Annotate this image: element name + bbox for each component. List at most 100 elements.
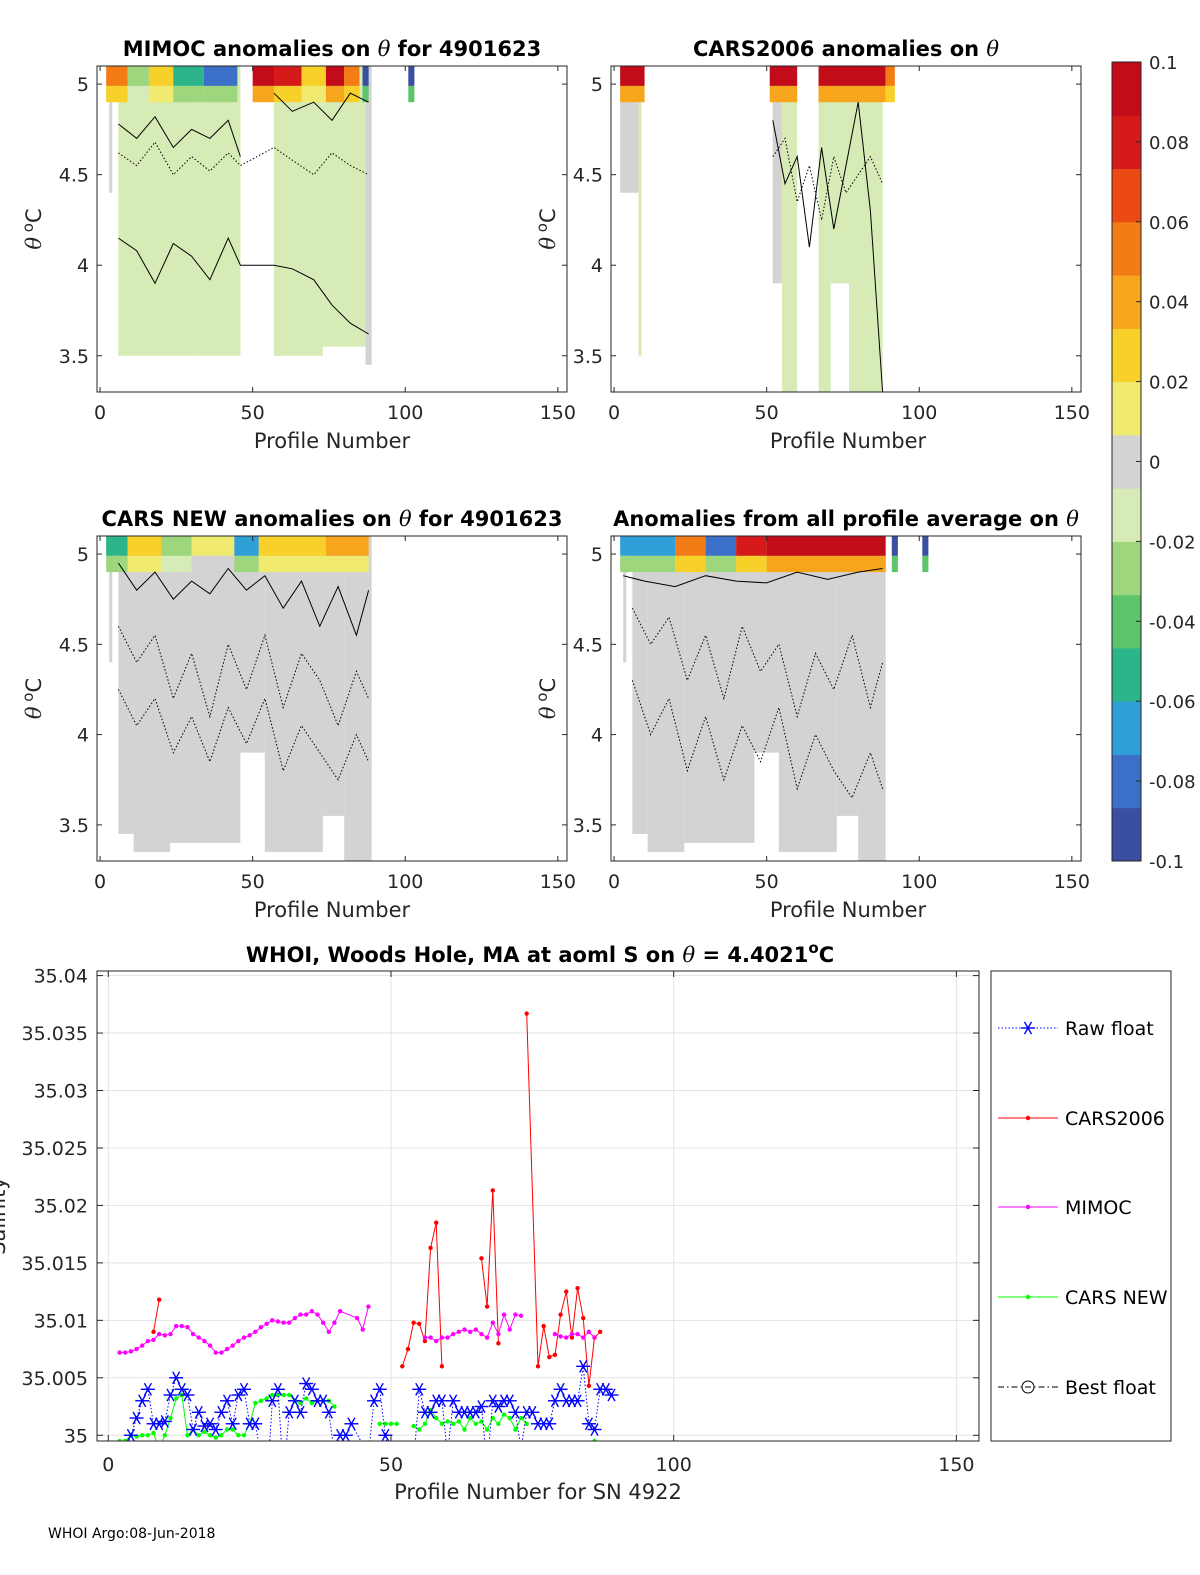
data-point — [309, 1400, 315, 1406]
surface-anomaly-cell — [408, 66, 415, 86]
data-point — [434, 1338, 439, 1344]
colorbar-tick-label: 0.1 — [1149, 53, 1178, 74]
data-point — [332, 1320, 337, 1325]
data-point — [581, 1417, 596, 1431]
data-point — [480, 1460, 494, 1472]
data-point — [157, 1415, 172, 1428]
data-point — [405, 1346, 411, 1352]
data-point — [230, 1343, 235, 1348]
surface-anomaly-cell — [818, 66, 886, 86]
x-tick-label: 0 — [102, 1454, 114, 1476]
surface-anomaly-cell — [705, 555, 737, 573]
marker-stroke — [484, 1460, 491, 1472]
y-tick-label: 35.025 — [22, 1138, 88, 1160]
data-point — [525, 1405, 540, 1419]
panel-title-suffix: for 4901623 — [412, 507, 563, 531]
x-tick-label: 150 — [540, 871, 576, 893]
data-point — [361, 1445, 365, 1449]
cars2006-anomaly-panel: 0 50 100 150 3.5 4 4.5 5 Profile Number θ oC CARS2… — [533, 37, 1090, 453]
surface-anomaly-cell — [922, 536, 929, 556]
data-point — [441, 1449, 455, 1461]
surface-anomaly-cell — [173, 66, 204, 86]
y-tick-label: 4 — [591, 725, 603, 747]
data-point — [129, 1468, 133, 1472]
surface-anomaly-cell — [258, 536, 302, 556]
surface-anomaly-cell — [106, 555, 128, 573]
anomaly-column — [118, 536, 134, 834]
data-point — [501, 1312, 507, 1317]
data-point — [337, 1308, 343, 1314]
y-axis-label-unit: C — [22, 208, 46, 223]
data-point — [270, 1392, 275, 1398]
data-point — [587, 1445, 591, 1449]
anomaly-column — [818, 66, 831, 392]
marker-stroke — [607, 1388, 616, 1402]
data-point — [293, 1405, 308, 1419]
salinity-line-chart: 0 50 100 150 35 35.005 35.01 35.015 35.02 35.025 3… — [0, 939, 1172, 1504]
series-cars-new — [117, 1392, 597, 1449]
data-point — [241, 1433, 247, 1438]
y-axis-label: θ oC — [19, 678, 46, 719]
axes-frame — [96, 535, 568, 862]
data-point — [156, 1297, 162, 1302]
data-point — [270, 1382, 285, 1396]
series-line — [120, 1470, 131, 1472]
surface-anomaly-cell — [127, 66, 149, 86]
contour-line — [772, 102, 884, 392]
data-point — [1021, 1380, 1035, 1394]
surface-anomaly-cell — [766, 555, 886, 573]
marker-stroke — [257, 1449, 264, 1461]
data-point — [151, 1337, 156, 1343]
data-point — [558, 1312, 563, 1317]
surface-anomaly-cell — [891, 555, 898, 573]
legend-frame — [990, 970, 1172, 1442]
surface-anomaly-cell — [127, 85, 149, 103]
data-point — [450, 1421, 456, 1426]
data-point — [445, 1419, 450, 1424]
marker-stroke — [222, 1394, 232, 1408]
y-tick-label: 4 — [77, 725, 89, 747]
x-tick-label: 150 — [540, 402, 576, 424]
plot-body — [116, 1011, 619, 1472]
axes-frame — [610, 65, 1082, 393]
contour-line — [623, 568, 883, 588]
series-line — [363, 1447, 369, 1449]
surface-anomaly-cell — [620, 66, 645, 86]
marker-stroke — [494, 1400, 503, 1413]
data-point — [123, 1428, 138, 1441]
series-line — [481, 1190, 499, 1344]
marker-stroke — [573, 1394, 582, 1408]
marker-stroke — [116, 1449, 123, 1461]
data-point — [1025, 1115, 1031, 1121]
data-point — [439, 1421, 445, 1426]
data-point — [518, 1313, 524, 1318]
data-point — [275, 1319, 281, 1324]
data-point — [541, 1323, 546, 1329]
legend-label: Raw float — [1065, 1018, 1154, 1040]
marker-stroke — [302, 1377, 311, 1390]
colorbar-tick-label: -0.08 — [1149, 772, 1196, 793]
surface-anomaly-cell — [106, 66, 128, 86]
data-point — [299, 1377, 314, 1390]
data-point — [303, 1312, 309, 1317]
surface-anomaly-cell — [301, 555, 326, 573]
marker-stroke — [228, 1417, 237, 1431]
marker-stroke — [556, 1382, 565, 1396]
y-axis-label-degree: o — [19, 693, 37, 707]
surface-anomaly-cell — [766, 536, 886, 556]
x-axis-label: Profile Number — [770, 429, 927, 453]
marker-stroke — [177, 1382, 186, 1396]
surface-anomaly-cell — [818, 85, 886, 103]
colorbar-tick-label: -0.06 — [1149, 692, 1196, 713]
panel-title: MIMOC anomalies on θ for 4901623 — [123, 37, 541, 61]
marker-stroke — [444, 1449, 451, 1461]
data-point — [326, 1329, 332, 1335]
data-point — [446, 1394, 461, 1408]
marker-stroke — [126, 1428, 136, 1441]
marker-stroke — [183, 1388, 192, 1402]
surface-anomaly-cell — [161, 536, 192, 556]
marker-stroke — [116, 1449, 123, 1461]
data-point — [592, 1438, 597, 1441]
data-point — [569, 1331, 575, 1337]
